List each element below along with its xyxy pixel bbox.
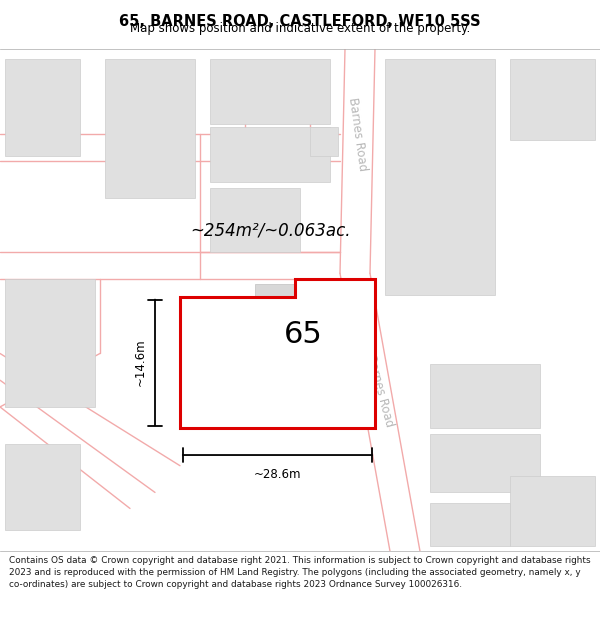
Bar bbox=[430, 364, 540, 428]
Bar bbox=[5, 59, 80, 156]
Text: ~28.6m: ~28.6m bbox=[254, 468, 301, 481]
Polygon shape bbox=[180, 279, 375, 428]
Bar bbox=[510, 476, 595, 546]
Text: Barnes Road: Barnes Road bbox=[364, 353, 396, 428]
Bar bbox=[210, 127, 330, 182]
Text: Barnes Road: Barnes Road bbox=[346, 97, 370, 172]
Text: 65, BARNES ROAD, CASTLEFORD, WF10 5SS: 65, BARNES ROAD, CASTLEFORD, WF10 5SS bbox=[119, 14, 481, 29]
Bar bbox=[210, 188, 300, 252]
Bar bbox=[510, 59, 595, 139]
Bar bbox=[430, 503, 510, 546]
Text: 65: 65 bbox=[284, 320, 323, 349]
Bar bbox=[210, 59, 330, 124]
Bar bbox=[5, 444, 80, 530]
Bar bbox=[385, 59, 495, 294]
Text: ~14.6m: ~14.6m bbox=[134, 339, 147, 386]
Text: Map shows position and indicative extent of the property.: Map shows position and indicative extent… bbox=[130, 22, 470, 35]
Text: Contains OS data © Crown copyright and database right 2021. This information is : Contains OS data © Crown copyright and d… bbox=[9, 556, 590, 589]
Bar bbox=[430, 434, 540, 492]
Bar bbox=[310, 127, 338, 156]
Text: ~254m²/~0.063ac.: ~254m²/~0.063ac. bbox=[190, 221, 350, 239]
Bar bbox=[105, 59, 195, 198]
Bar bbox=[5, 279, 95, 407]
Bar bbox=[255, 284, 335, 348]
